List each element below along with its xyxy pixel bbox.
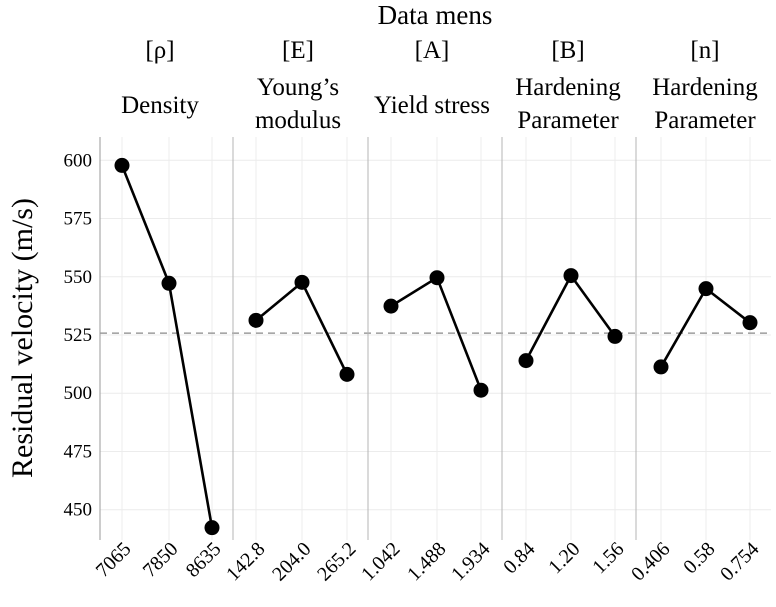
x-tick-label: 0.58	[679, 538, 719, 578]
grid-layer	[100, 137, 771, 540]
panel-symbol: [B]	[551, 37, 584, 64]
data-point	[161, 275, 177, 291]
panel-5	[653, 281, 758, 375]
panel-4	[518, 268, 623, 369]
series-line	[390, 276, 483, 391]
y-tick-label: 450	[64, 500, 93, 521]
panel-headers: [ρ] Density [E] Young’s modulus [A] Yield stre…	[121, 37, 758, 134]
panel-name-line: Hardening	[652, 74, 758, 101]
y-tick-label: 600	[64, 150, 93, 171]
x-tick-label: 1.20	[544, 538, 584, 578]
x-tick-label: 0.406	[627, 538, 674, 585]
panel-symbol: [A]	[415, 37, 450, 64]
data-point	[114, 157, 130, 173]
y-tick-label: 525	[64, 325, 93, 346]
panel-symbol: [n]	[690, 37, 719, 64]
series-layer	[114, 157, 758, 536]
panel-name-line: modulus	[255, 107, 341, 134]
y-tick-label: 575	[64, 209, 93, 230]
x-tick-label: 265.2	[313, 538, 360, 585]
panel-name-line: Hardening	[515, 74, 621, 101]
data-point	[339, 366, 355, 382]
x-tick-label: 7850	[139, 538, 183, 582]
data-point	[473, 382, 489, 398]
panel-1	[114, 157, 220, 536]
panel-name-line: Young’s	[257, 74, 339, 101]
data-point	[294, 274, 310, 290]
data-point	[698, 281, 714, 297]
x-tick-label: 7065	[92, 538, 136, 582]
x-tick-label: 0.84	[499, 538, 539, 578]
chart-title: Data mens	[378, 0, 493, 30]
x-tick-label: 142.8	[222, 538, 269, 585]
data-point	[248, 312, 264, 328]
data-point	[607, 328, 623, 344]
data-point	[742, 315, 758, 331]
data-point	[429, 270, 445, 286]
x-tick-label: 8635	[182, 538, 226, 582]
panel-2	[248, 274, 355, 382]
x-tick-label: 204.0	[268, 538, 315, 585]
y-tick-label: 550	[64, 267, 93, 288]
x-tick-label: 1.042	[357, 538, 404, 585]
data-point	[563, 268, 579, 284]
panel-symbol: [ρ]	[145, 37, 174, 64]
panel-symbol: [E]	[282, 37, 314, 64]
x-tick-label: 0.754	[716, 538, 763, 585]
panel-name-line: Parameter	[517, 107, 619, 134]
panel-name: Density	[121, 92, 199, 119]
data-point	[204, 520, 220, 536]
data-point	[518, 353, 534, 369]
x-tick-label: 1.934	[447, 538, 494, 585]
x-tick-label: 1.488	[403, 538, 450, 585]
data-point	[383, 298, 399, 314]
panel-3	[383, 270, 489, 398]
series-line	[120, 164, 214, 528]
y-axis-label: Residual velocity (m/s)	[6, 198, 39, 478]
y-tick-label: 500	[64, 383, 93, 404]
panel-name: Yield stress	[374, 92, 490, 119]
data-point	[653, 359, 669, 375]
panel-name-line: Parameter	[654, 107, 756, 134]
x-tick-label: 1.56	[588, 538, 628, 578]
y-tick-label: 475	[64, 441, 93, 462]
